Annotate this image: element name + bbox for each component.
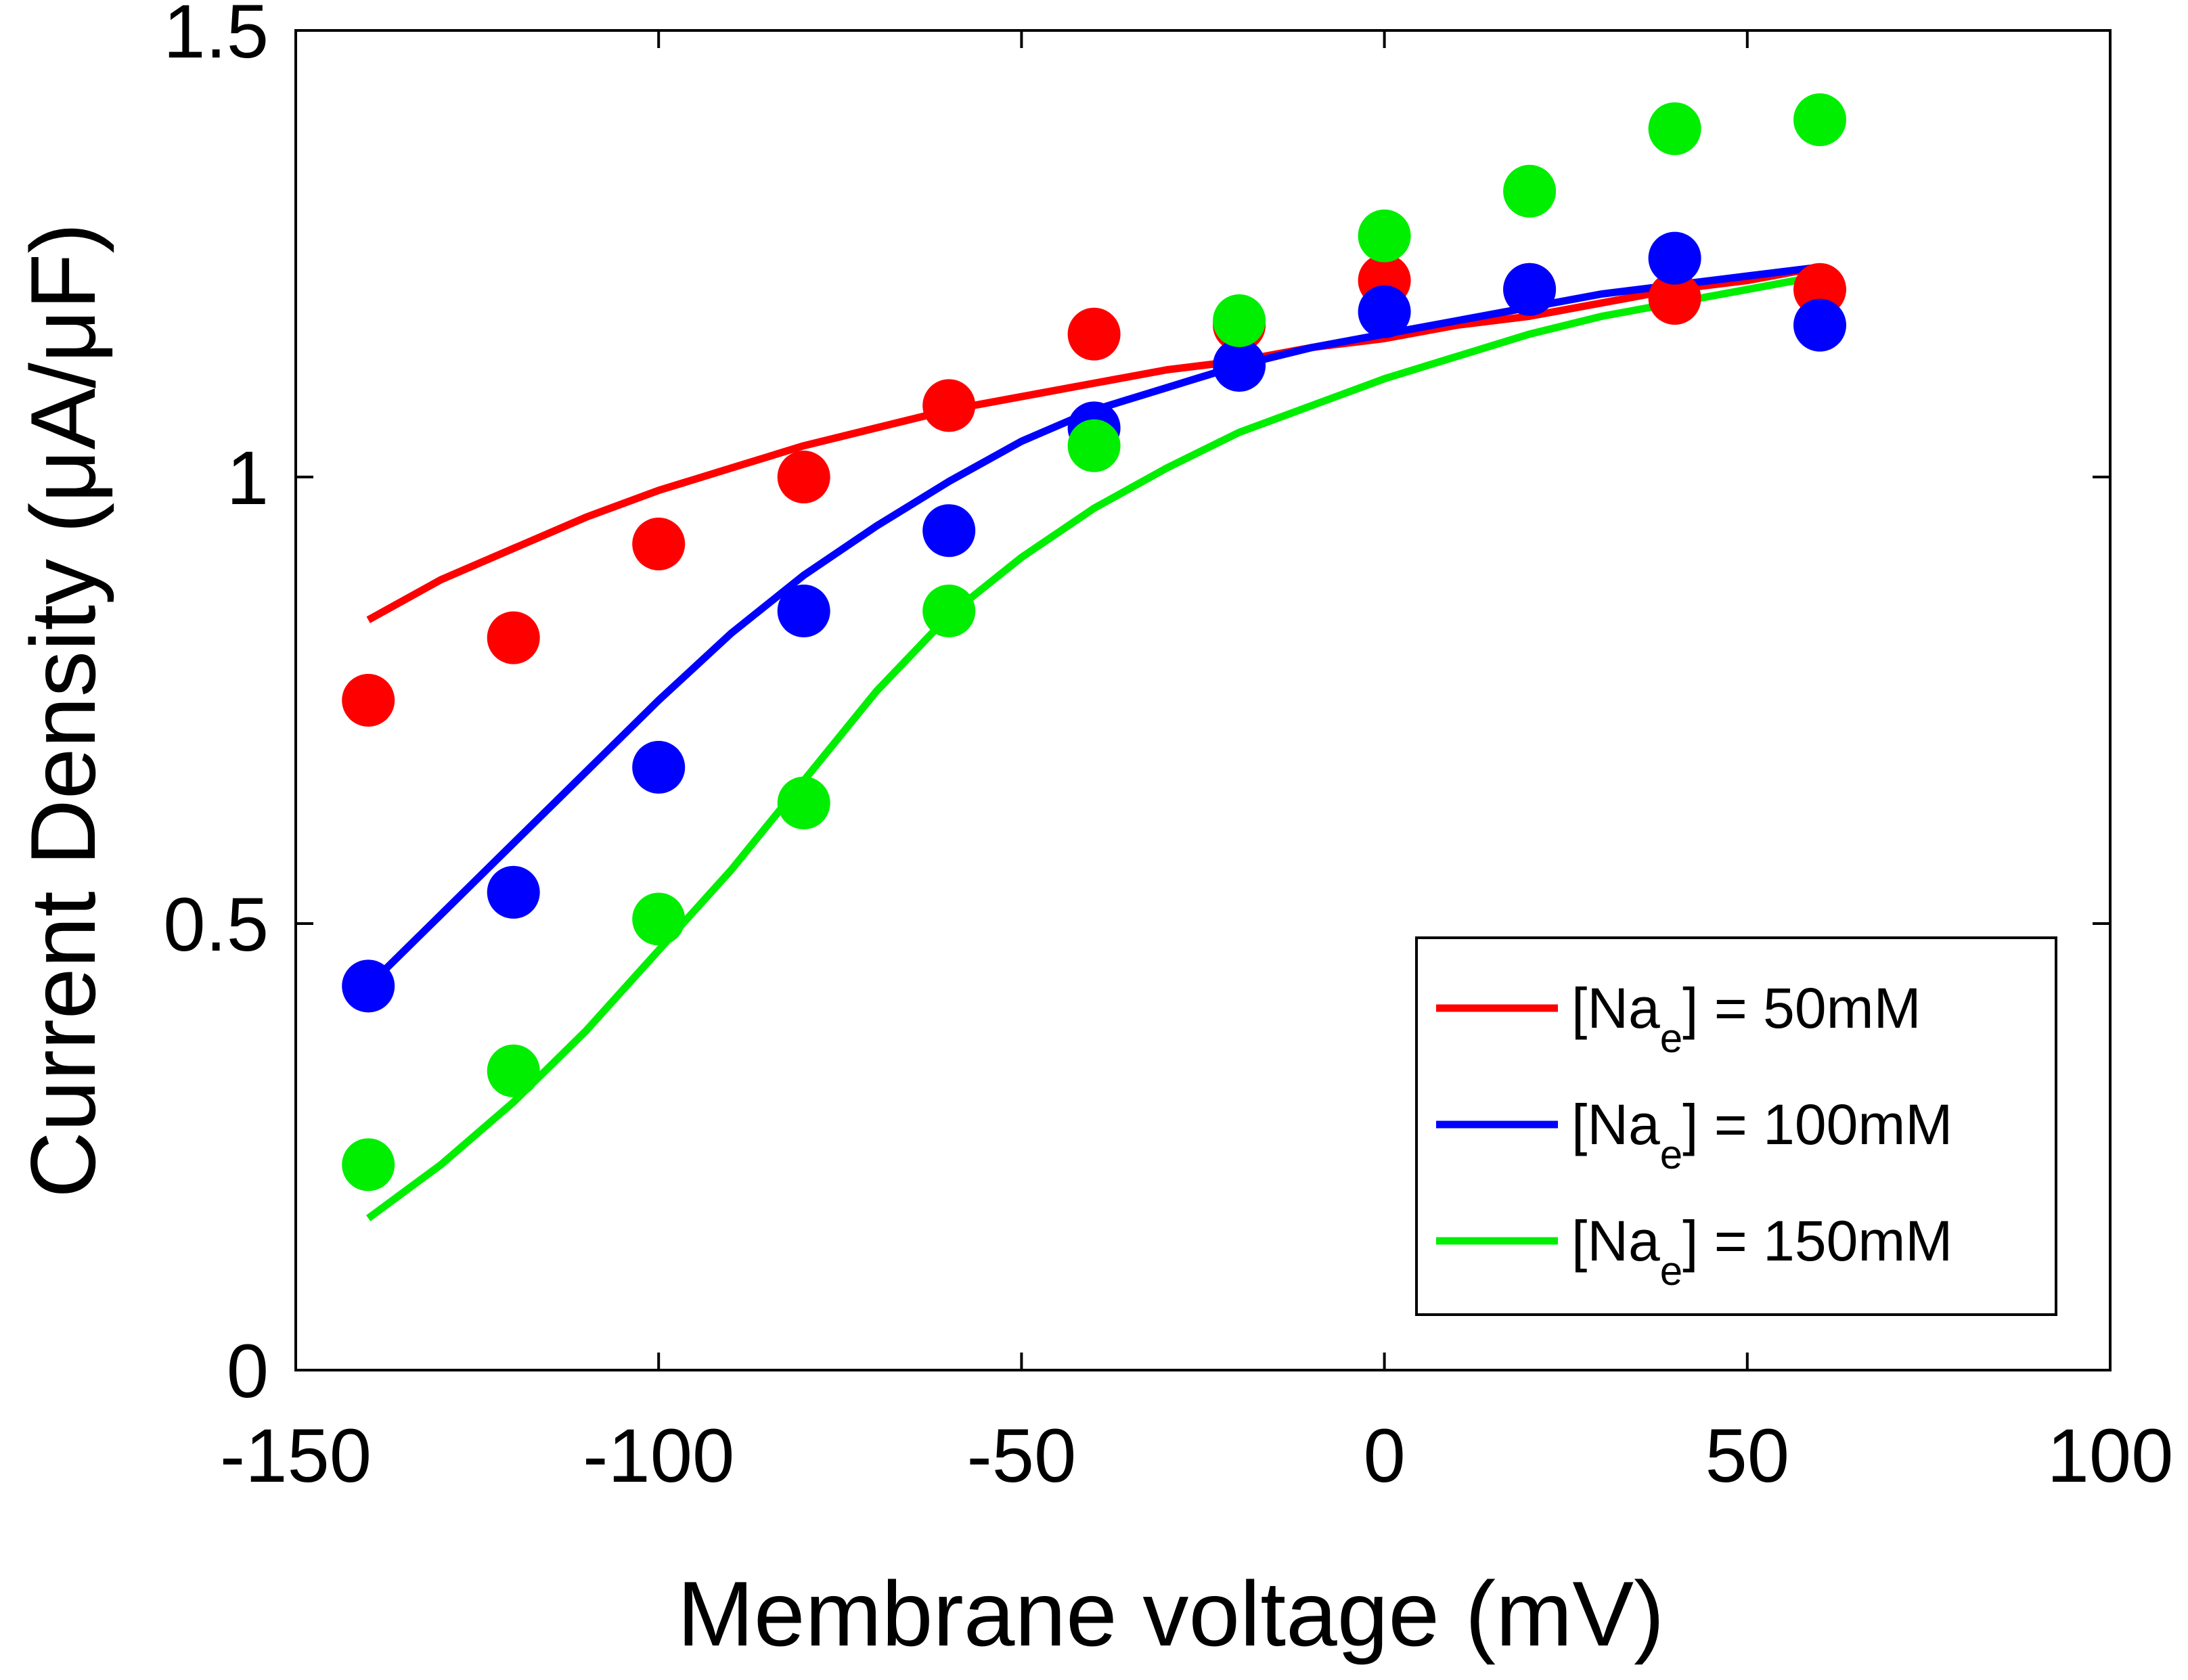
data-point-series-1 xyxy=(1358,285,1411,338)
x-tick-label: 0 xyxy=(1363,1413,1405,1498)
data-point-series-0 xyxy=(922,379,976,432)
data-point-series-0 xyxy=(342,674,395,727)
data-point-series-2 xyxy=(632,892,686,946)
x-tick-label: -100 xyxy=(583,1413,734,1498)
legend-label: [Nae] = 100mM xyxy=(1571,1093,1952,1177)
fit-line-series-1 xyxy=(365,263,1821,989)
data-point-series-0 xyxy=(632,518,686,570)
y-axis-title: Current Density (μA/μF) xyxy=(12,223,114,1198)
data-point-series-0 xyxy=(1648,272,1701,325)
fit-line-series-2 xyxy=(365,272,1821,1222)
legend-label: [Nae] = 50mM xyxy=(1571,976,1921,1061)
x-tick-label: -50 xyxy=(966,1413,1076,1498)
data-point-series-1 xyxy=(922,504,976,558)
data-point-series-0 xyxy=(1067,307,1121,361)
data-point-series-1 xyxy=(777,585,830,637)
data-point-series-0 xyxy=(777,451,830,503)
y-tick-label: 1.5 xyxy=(163,0,269,74)
data-point-series-1 xyxy=(487,865,540,919)
data-point-series-2 xyxy=(777,776,830,830)
x-axis-title: Membrane voltage (mV) xyxy=(677,1562,1665,1665)
y-tick-label: 0.5 xyxy=(163,882,269,967)
data-point-series-2 xyxy=(1648,102,1701,156)
x-tick-label: 50 xyxy=(1705,1413,1790,1498)
data-point-series-1 xyxy=(632,741,686,794)
fit-line-series-0 xyxy=(366,263,1821,624)
data-point-series-1 xyxy=(1793,298,1846,352)
legend-label: [Nae] = 150mM xyxy=(1571,1209,1952,1294)
data-point-series-2 xyxy=(1213,294,1266,347)
data-point-series-2 xyxy=(342,1138,395,1191)
data-point-series-2 xyxy=(487,1044,540,1097)
axes-box xyxy=(294,29,2112,1371)
data-point-series-2 xyxy=(1793,93,1846,146)
data-point-series-0 xyxy=(487,611,540,664)
legend: [Nae] = 50mM [Nae] = 100mM [Nae] = 150mM xyxy=(1415,936,2057,1316)
data-point-series-1 xyxy=(1213,339,1266,392)
data-point-series-2 xyxy=(1503,164,1557,218)
data-point-series-2 xyxy=(1067,419,1121,472)
data-point-series-1 xyxy=(1648,231,1701,285)
y-tick-label: 0 xyxy=(227,1329,269,1413)
plot-area xyxy=(342,93,1846,1222)
data-point-series-1 xyxy=(1503,263,1557,316)
y-tick-label: 1 xyxy=(227,436,269,520)
x-tick-label: -150 xyxy=(220,1413,372,1498)
x-tick-label: 100 xyxy=(2047,1413,2174,1498)
axes: -150 -100 -50 0 50 100 0 0.5 1 1.5 xyxy=(163,0,2173,1498)
data-point-series-2 xyxy=(1358,209,1411,263)
data-point-series-1 xyxy=(342,959,395,1013)
data-point-series-2 xyxy=(922,585,976,637)
